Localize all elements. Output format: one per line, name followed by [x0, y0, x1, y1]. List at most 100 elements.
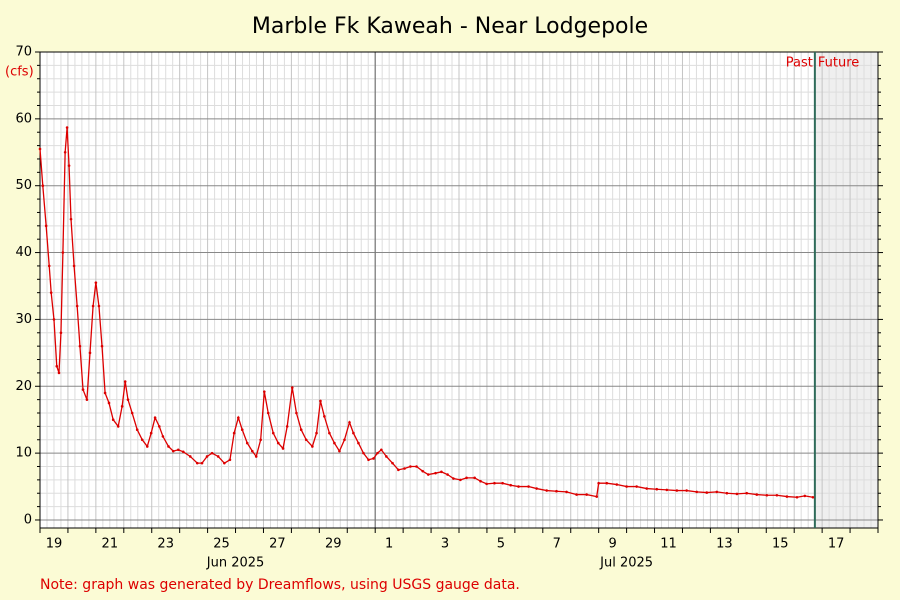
data-point	[290, 386, 294, 389]
data-point	[167, 445, 170, 448]
x-tick-label: 21	[102, 537, 119, 552]
data-point	[585, 493, 588, 496]
data-point	[352, 431, 355, 435]
data-point	[153, 416, 157, 419]
data-point	[705, 491, 709, 494]
data-point	[299, 428, 303, 432]
data-point	[38, 147, 42, 151]
data-point	[67, 164, 71, 167]
data-point	[645, 487, 649, 490]
data-point	[111, 418, 115, 421]
data-point	[295, 411, 298, 415]
data-point	[240, 428, 244, 432]
future-label: Future	[818, 56, 859, 71]
data-point	[403, 467, 406, 470]
x-tick-label: 23	[157, 537, 174, 552]
data-point	[57, 371, 61, 375]
data-point	[421, 469, 424, 473]
data-point	[485, 482, 488, 486]
data-point	[811, 495, 815, 499]
x-tick-label: 27	[269, 537, 286, 552]
y-axis-label: (cfs)	[5, 65, 34, 80]
data-point	[140, 438, 144, 442]
data-point	[263, 390, 266, 393]
data-point	[409, 465, 412, 468]
data-point	[311, 445, 314, 448]
data-point	[685, 489, 688, 492]
data-point	[635, 485, 638, 488]
data-point	[254, 455, 258, 458]
data-point	[426, 473, 430, 476]
data-point	[501, 481, 504, 485]
data-point	[94, 281, 98, 284]
x-tick-label: 7	[553, 537, 561, 552]
y-tick-label: 70	[15, 45, 32, 60]
data-point	[69, 217, 73, 221]
data-point	[135, 428, 139, 432]
data-point	[210, 451, 214, 455]
x-tick-label: 17	[828, 537, 845, 552]
data-point	[107, 401, 111, 405]
data-point	[479, 479, 482, 483]
x-tick-label: 11	[660, 537, 677, 552]
y-tick-label: 60	[15, 111, 32, 126]
data-point	[493, 481, 496, 485]
data-point	[319, 399, 322, 403]
data-point	[459, 478, 462, 482]
data-point	[100, 344, 104, 348]
data-point	[216, 455, 220, 458]
data-point	[176, 448, 180, 452]
data-point	[52, 318, 56, 321]
data-point	[285, 425, 289, 428]
x-tick-label: 13	[716, 537, 733, 552]
data-point	[281, 447, 285, 450]
data-point	[735, 492, 739, 496]
data-point	[348, 421, 351, 424]
data-point	[575, 493, 578, 496]
data-point	[91, 304, 95, 308]
data-point	[695, 490, 699, 494]
data-point	[785, 495, 789, 498]
y-tick-label: 20	[15, 379, 32, 394]
data-point	[372, 457, 375, 460]
x-tick-label: 5	[497, 537, 505, 552]
data-point	[527, 485, 530, 488]
data-point	[440, 470, 443, 474]
data-point	[765, 493, 769, 497]
data-point	[775, 493, 779, 497]
data-point	[535, 487, 538, 490]
data-point	[415, 465, 418, 468]
data-point	[434, 471, 437, 475]
data-point	[120, 405, 124, 408]
data-point	[517, 485, 520, 488]
note: Note: graph was generated by Dreamflows,…	[40, 577, 520, 593]
data-point	[237, 416, 240, 419]
y-tick-label: 30	[15, 312, 32, 327]
data-point	[181, 450, 185, 454]
data-point	[259, 438, 262, 442]
chart-title: Marble Fk Kaweah - Near Lodgepole	[252, 14, 648, 39]
data-point	[123, 380, 127, 383]
y-tick-label: 40	[15, 245, 32, 260]
data-point	[446, 473, 449, 476]
data-point	[195, 461, 199, 465]
past-label: Past	[786, 56, 813, 71]
data-point	[97, 304, 101, 308]
data-point	[130, 411, 134, 415]
data-point	[555, 489, 558, 493]
data-point	[675, 489, 679, 492]
data-point	[715, 490, 719, 494]
data-point	[228, 458, 232, 462]
data-point	[385, 455, 388, 458]
data-point	[665, 488, 669, 492]
data-point	[59, 331, 63, 335]
data-point	[755, 493, 759, 496]
data-point	[271, 431, 275, 435]
x-tick-label: 3	[441, 537, 449, 552]
data-point	[116, 425, 120, 428]
data-point	[61, 251, 65, 254]
data-point	[85, 398, 89, 401]
data-point	[126, 398, 130, 401]
x-tick-label: 29	[325, 537, 342, 552]
